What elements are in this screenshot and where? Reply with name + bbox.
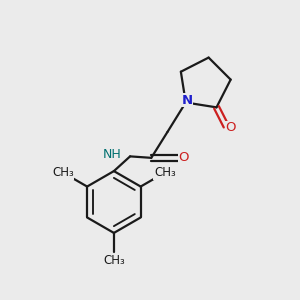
Text: O: O — [178, 151, 189, 164]
Text: CH₃: CH₃ — [154, 166, 176, 179]
Text: CH₃: CH₃ — [52, 166, 74, 179]
Text: N: N — [182, 94, 193, 106]
Text: O: O — [225, 121, 236, 134]
Text: CH₃: CH₃ — [103, 254, 125, 267]
Text: NH: NH — [103, 148, 122, 161]
